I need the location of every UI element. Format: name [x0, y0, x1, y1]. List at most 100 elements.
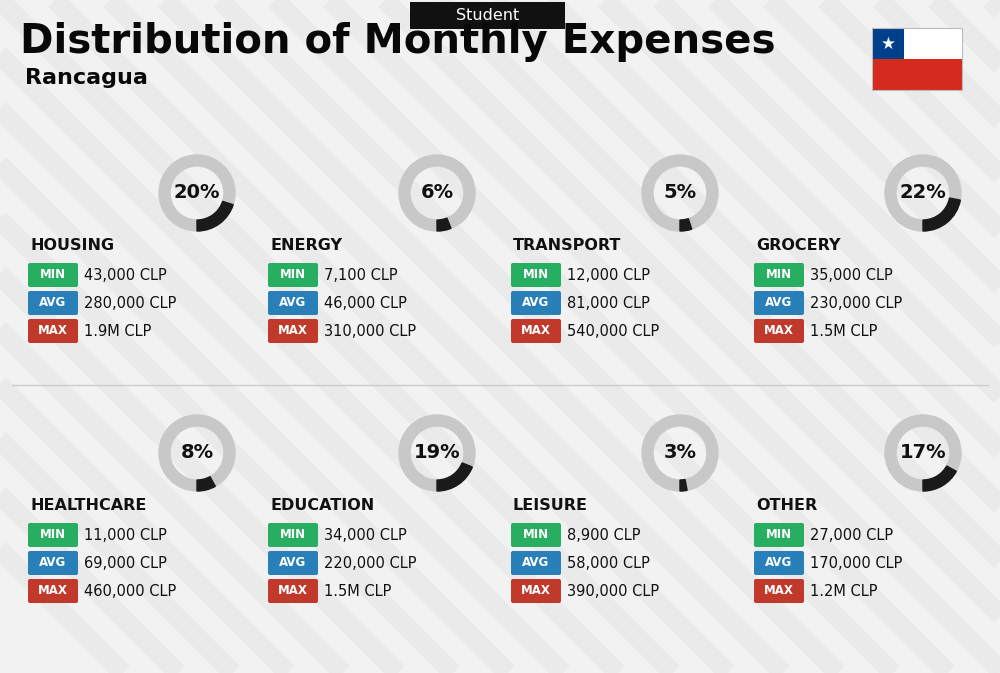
- Text: 35,000 CLP: 35,000 CLP: [810, 267, 893, 283]
- Text: MAX: MAX: [521, 584, 551, 598]
- Wedge shape: [437, 463, 472, 491]
- Wedge shape: [642, 155, 718, 231]
- Text: 1.5M CLP: 1.5M CLP: [810, 324, 877, 339]
- FancyBboxPatch shape: [511, 523, 561, 547]
- Text: AVG: AVG: [765, 297, 793, 310]
- Text: 540,000 CLP: 540,000 CLP: [567, 324, 659, 339]
- Wedge shape: [680, 219, 692, 231]
- Text: MIN: MIN: [280, 528, 306, 542]
- FancyBboxPatch shape: [754, 291, 804, 315]
- Text: 81,000 CLP: 81,000 CLP: [567, 295, 650, 310]
- Wedge shape: [159, 155, 235, 231]
- Text: 280,000 CLP: 280,000 CLP: [84, 295, 176, 310]
- Wedge shape: [885, 155, 961, 231]
- Wedge shape: [680, 480, 687, 491]
- Text: Distribution of Monthly Expenses: Distribution of Monthly Expenses: [20, 22, 776, 62]
- Text: 460,000 CLP: 460,000 CLP: [84, 583, 176, 598]
- FancyBboxPatch shape: [28, 291, 78, 315]
- Text: 390,000 CLP: 390,000 CLP: [567, 583, 659, 598]
- Text: AVG: AVG: [279, 297, 307, 310]
- Text: 43,000 CLP: 43,000 CLP: [84, 267, 167, 283]
- Text: 27,000 CLP: 27,000 CLP: [810, 528, 893, 542]
- Text: MIN: MIN: [766, 269, 792, 281]
- Text: 8,900 CLP: 8,900 CLP: [567, 528, 640, 542]
- Text: 1.9M CLP: 1.9M CLP: [84, 324, 151, 339]
- Text: TRANSPORT: TRANSPORT: [513, 238, 621, 252]
- Text: 7,100 CLP: 7,100 CLP: [324, 267, 398, 283]
- Wedge shape: [923, 198, 960, 231]
- FancyBboxPatch shape: [872, 28, 904, 59]
- Text: 22%: 22%: [900, 184, 946, 203]
- Text: 1.5M CLP: 1.5M CLP: [324, 583, 391, 598]
- Text: AVG: AVG: [765, 557, 793, 569]
- Text: MAX: MAX: [764, 584, 794, 598]
- Text: MAX: MAX: [278, 584, 308, 598]
- Wedge shape: [197, 201, 233, 231]
- Wedge shape: [885, 415, 961, 491]
- FancyBboxPatch shape: [511, 579, 561, 603]
- Text: 310,000 CLP: 310,000 CLP: [324, 324, 416, 339]
- FancyBboxPatch shape: [754, 579, 804, 603]
- Text: MAX: MAX: [278, 324, 308, 337]
- Text: MIN: MIN: [523, 528, 549, 542]
- Text: 17%: 17%: [900, 444, 946, 462]
- Text: MIN: MIN: [40, 269, 66, 281]
- Text: Rancagua: Rancagua: [25, 68, 148, 88]
- Text: AVG: AVG: [279, 557, 307, 569]
- FancyBboxPatch shape: [268, 579, 318, 603]
- FancyBboxPatch shape: [268, 523, 318, 547]
- Text: LEISURE: LEISURE: [513, 497, 588, 513]
- Wedge shape: [399, 415, 475, 491]
- Text: 11,000 CLP: 11,000 CLP: [84, 528, 167, 542]
- FancyBboxPatch shape: [872, 59, 962, 90]
- Text: 6%: 6%: [420, 184, 454, 203]
- FancyBboxPatch shape: [28, 579, 78, 603]
- FancyBboxPatch shape: [511, 319, 561, 343]
- Text: 5%: 5%: [663, 184, 697, 203]
- FancyBboxPatch shape: [754, 523, 804, 547]
- Text: 170,000 CLP: 170,000 CLP: [810, 555, 902, 571]
- Text: AVG: AVG: [522, 297, 550, 310]
- Text: 34,000 CLP: 34,000 CLP: [324, 528, 407, 542]
- Text: MAX: MAX: [38, 324, 68, 337]
- Text: 69,000 CLP: 69,000 CLP: [84, 555, 167, 571]
- Text: MAX: MAX: [764, 324, 794, 337]
- Wedge shape: [437, 218, 451, 231]
- FancyBboxPatch shape: [268, 291, 318, 315]
- FancyBboxPatch shape: [28, 523, 78, 547]
- FancyBboxPatch shape: [754, 551, 804, 575]
- Text: AVG: AVG: [39, 297, 67, 310]
- Text: MIN: MIN: [40, 528, 66, 542]
- Text: OTHER: OTHER: [756, 497, 817, 513]
- FancyBboxPatch shape: [511, 291, 561, 315]
- Text: 3%: 3%: [664, 444, 696, 462]
- Text: 58,000 CLP: 58,000 CLP: [567, 555, 650, 571]
- Text: AVG: AVG: [522, 557, 550, 569]
- FancyBboxPatch shape: [754, 319, 804, 343]
- Wedge shape: [159, 415, 235, 491]
- Text: AVG: AVG: [39, 557, 67, 569]
- Text: ★: ★: [881, 34, 896, 52]
- Text: MAX: MAX: [38, 584, 68, 598]
- Text: 220,000 CLP: 220,000 CLP: [324, 555, 416, 571]
- Text: 12,000 CLP: 12,000 CLP: [567, 267, 650, 283]
- Wedge shape: [923, 466, 956, 491]
- Text: 8%: 8%: [180, 444, 214, 462]
- Text: ENERGY: ENERGY: [270, 238, 342, 252]
- Wedge shape: [642, 415, 718, 491]
- FancyBboxPatch shape: [511, 551, 561, 575]
- FancyBboxPatch shape: [28, 319, 78, 343]
- Text: Student: Student: [456, 8, 519, 23]
- Text: HEALTHCARE: HEALTHCARE: [30, 497, 146, 513]
- Wedge shape: [197, 476, 215, 491]
- Text: 20%: 20%: [174, 184, 220, 203]
- Text: 46,000 CLP: 46,000 CLP: [324, 295, 407, 310]
- Text: 19%: 19%: [414, 444, 460, 462]
- Text: MIN: MIN: [766, 528, 792, 542]
- Text: EDUCATION: EDUCATION: [270, 497, 374, 513]
- FancyBboxPatch shape: [268, 319, 318, 343]
- Text: MIN: MIN: [280, 269, 306, 281]
- Text: GROCERY: GROCERY: [756, 238, 840, 252]
- Text: MIN: MIN: [523, 269, 549, 281]
- FancyBboxPatch shape: [511, 263, 561, 287]
